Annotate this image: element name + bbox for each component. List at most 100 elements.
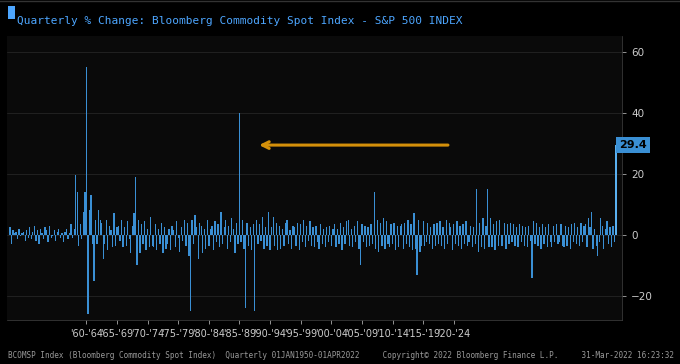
Bar xyxy=(496,221,497,235)
Bar xyxy=(532,221,534,235)
Bar xyxy=(114,213,115,235)
Bar xyxy=(514,235,515,246)
Bar xyxy=(152,235,153,246)
Bar xyxy=(588,218,589,235)
Bar xyxy=(214,221,216,235)
Bar xyxy=(182,235,184,241)
Bar xyxy=(557,235,558,244)
Bar xyxy=(84,192,86,235)
Bar xyxy=(81,235,82,240)
Bar xyxy=(358,235,360,249)
Bar xyxy=(141,224,142,235)
Bar xyxy=(334,224,335,235)
Bar xyxy=(320,224,321,235)
Text: BCOMSP Index (Bloomberg Commodity Spot Index)  Quarterly 01JAN1950-01APR2022    : BCOMSP Index (Bloomberg Commodity Spot I… xyxy=(8,351,674,360)
Bar xyxy=(148,235,150,247)
Text: Quarterly % Change: Bloomberg Commodity Spot Index - S&P 500 INDEX: Quarterly % Change: Bloomberg Commodity … xyxy=(17,16,462,26)
Bar xyxy=(181,227,182,235)
Bar xyxy=(120,235,121,241)
Bar xyxy=(435,235,436,246)
Bar xyxy=(305,235,306,247)
Bar xyxy=(173,230,174,235)
Bar xyxy=(77,192,78,235)
Bar xyxy=(403,235,404,249)
Bar xyxy=(297,223,299,235)
Bar xyxy=(226,235,228,249)
Bar xyxy=(547,235,548,247)
Bar xyxy=(268,212,269,235)
Bar xyxy=(107,235,109,250)
Bar xyxy=(596,235,597,246)
Bar xyxy=(494,235,496,250)
Bar xyxy=(67,235,69,240)
Bar xyxy=(335,235,337,247)
Bar xyxy=(170,235,171,250)
Bar xyxy=(11,235,12,244)
Bar xyxy=(378,235,379,252)
Bar xyxy=(507,224,508,235)
Bar xyxy=(524,235,525,246)
Bar xyxy=(438,235,439,244)
Bar xyxy=(250,227,251,235)
Bar xyxy=(245,235,246,308)
Bar xyxy=(254,235,256,311)
Bar xyxy=(510,223,511,235)
Bar xyxy=(112,235,113,247)
Bar xyxy=(23,232,24,235)
Bar xyxy=(361,224,362,235)
Bar xyxy=(396,226,398,235)
Bar xyxy=(580,223,581,235)
Bar xyxy=(209,229,211,235)
Bar xyxy=(392,235,393,244)
Bar xyxy=(443,227,444,235)
Bar xyxy=(347,219,349,235)
Bar xyxy=(383,218,384,235)
Bar xyxy=(142,235,143,244)
Bar xyxy=(551,235,552,247)
Bar xyxy=(500,235,502,246)
Bar xyxy=(93,235,95,281)
Bar xyxy=(44,227,46,235)
Text: 29.4: 29.4 xyxy=(619,140,647,150)
Bar xyxy=(326,227,327,235)
Bar xyxy=(256,219,257,235)
Bar xyxy=(452,235,453,250)
Bar xyxy=(138,219,139,235)
Bar xyxy=(116,227,118,235)
Bar xyxy=(115,235,116,246)
Bar xyxy=(389,235,390,247)
Bar xyxy=(308,235,309,241)
Bar xyxy=(530,235,531,241)
Bar xyxy=(354,226,355,235)
Bar xyxy=(609,227,611,235)
Bar xyxy=(394,223,395,235)
Bar xyxy=(400,226,401,235)
Bar xyxy=(439,221,441,235)
Bar xyxy=(513,224,514,235)
Bar xyxy=(288,235,289,244)
Bar xyxy=(471,235,473,247)
Bar xyxy=(395,235,396,250)
Bar xyxy=(153,235,154,247)
Bar xyxy=(265,227,266,235)
Bar xyxy=(146,235,147,250)
Bar xyxy=(32,232,33,235)
Bar xyxy=(416,235,418,274)
Bar xyxy=(459,226,460,235)
Bar xyxy=(456,221,458,235)
Bar xyxy=(346,221,347,235)
Bar xyxy=(560,224,562,235)
Bar xyxy=(470,226,471,235)
Bar xyxy=(31,235,32,240)
Bar xyxy=(556,224,557,235)
Bar xyxy=(444,235,445,249)
Bar xyxy=(493,224,494,235)
Bar xyxy=(499,219,500,235)
Bar xyxy=(531,235,532,278)
Bar xyxy=(86,67,87,235)
Bar xyxy=(121,219,122,235)
Bar xyxy=(48,235,49,242)
Bar xyxy=(386,221,387,235)
Bar xyxy=(257,235,258,244)
Bar xyxy=(110,230,112,235)
